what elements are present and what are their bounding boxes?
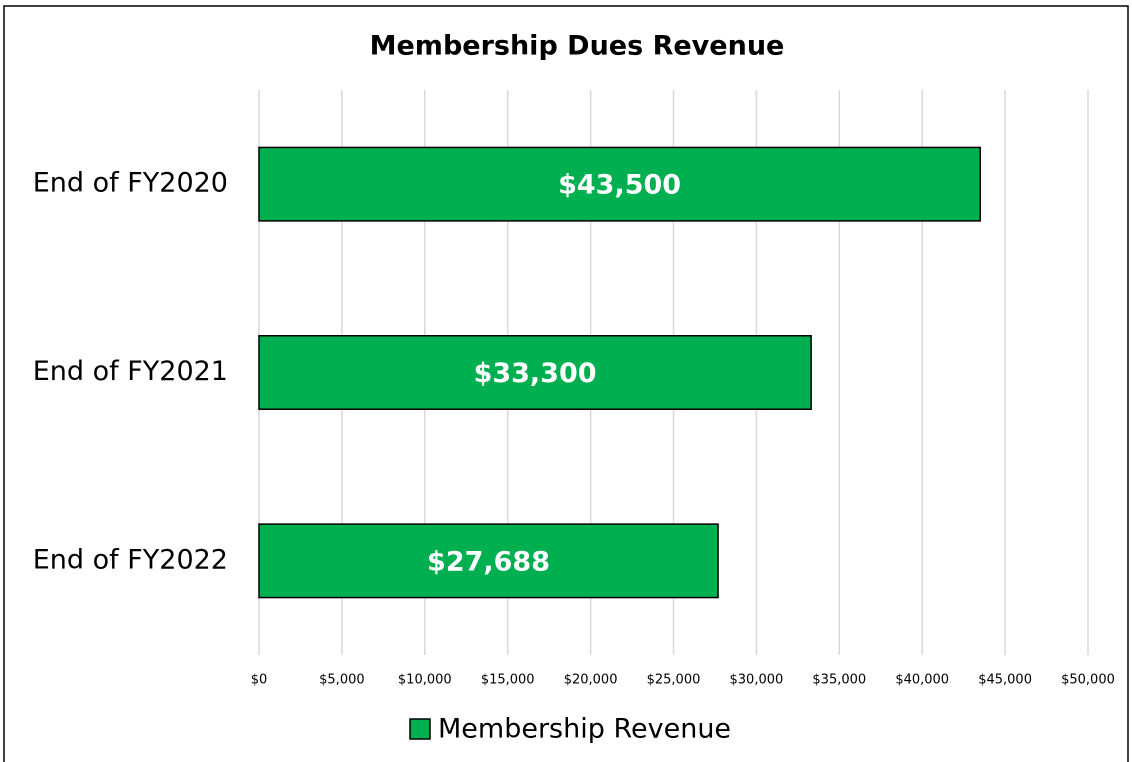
x-tick-label: $20,000 (564, 673, 618, 688)
x-tick-label: $30,000 (730, 673, 784, 688)
data-label: $27,688 (427, 546, 550, 577)
legend-label: Membership Revenue (438, 714, 731, 745)
bar (258, 146, 981, 222)
x-tick-label: $50,000 (1061, 673, 1115, 688)
x-tick-label: $40,000 (895, 673, 949, 688)
data-label: $33,300 (474, 358, 597, 389)
y-tick-label: End of FY2021 (33, 356, 228, 387)
data-label: $43,500 (558, 170, 681, 201)
bar (258, 523, 719, 599)
x-tick-label: $25,000 (647, 673, 701, 688)
x-tick-label: $35,000 (812, 673, 866, 688)
x-tick-label: $45,000 (978, 673, 1032, 688)
y-tick-label: End of FY2020 (33, 168, 228, 199)
x-tick-label: $10,000 (398, 673, 452, 688)
legend-swatch (409, 718, 431, 740)
bar (258, 335, 812, 410)
chart-title: Membership Dues Revenue (370, 31, 785, 62)
x-tick-label: $15,000 (481, 673, 535, 688)
x-tick-label: $0 (251, 673, 268, 688)
y-tick-label: End of FY2022 (33, 544, 228, 575)
x-tick-label: $5,000 (319, 673, 365, 688)
